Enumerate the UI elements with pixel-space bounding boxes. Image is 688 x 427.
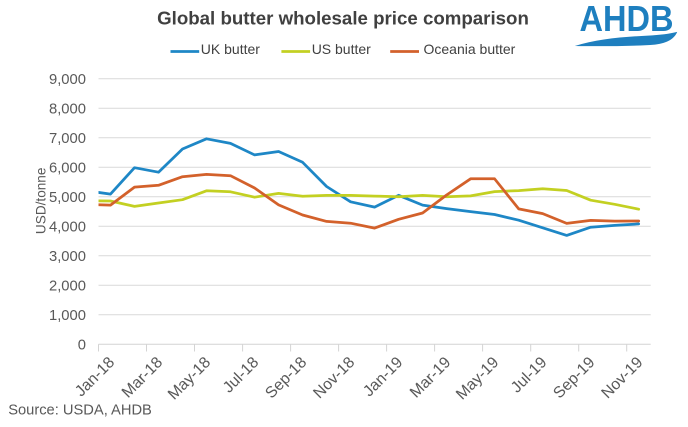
svg-text:US butter: US butter (312, 41, 371, 57)
svg-text:5,000: 5,000 (49, 190, 86, 206)
svg-text:0: 0 (78, 337, 86, 353)
svg-text:1,000: 1,000 (49, 308, 86, 324)
svg-text:UK butter: UK butter (201, 41, 260, 57)
svg-text:Source: USDA, AHDB: Source: USDA, AHDB (8, 402, 152, 418)
svg-text:8,000: 8,000 (49, 101, 86, 117)
svg-text:4,000: 4,000 (49, 219, 86, 235)
svg-text:Oceania butter: Oceania butter (424, 41, 516, 57)
svg-text:2,000: 2,000 (49, 278, 86, 294)
svg-text:USD/tonne: USD/tonne (34, 168, 49, 235)
svg-text:Global butter wholesale price: Global butter wholesale price comparison (157, 7, 529, 28)
svg-text:7,000: 7,000 (49, 131, 86, 147)
svg-text:9,000: 9,000 (49, 72, 86, 88)
svg-text:AHDB: AHDB (580, 0, 674, 39)
svg-text:6,000: 6,000 (49, 160, 86, 176)
svg-text:3,000: 3,000 (49, 249, 86, 265)
